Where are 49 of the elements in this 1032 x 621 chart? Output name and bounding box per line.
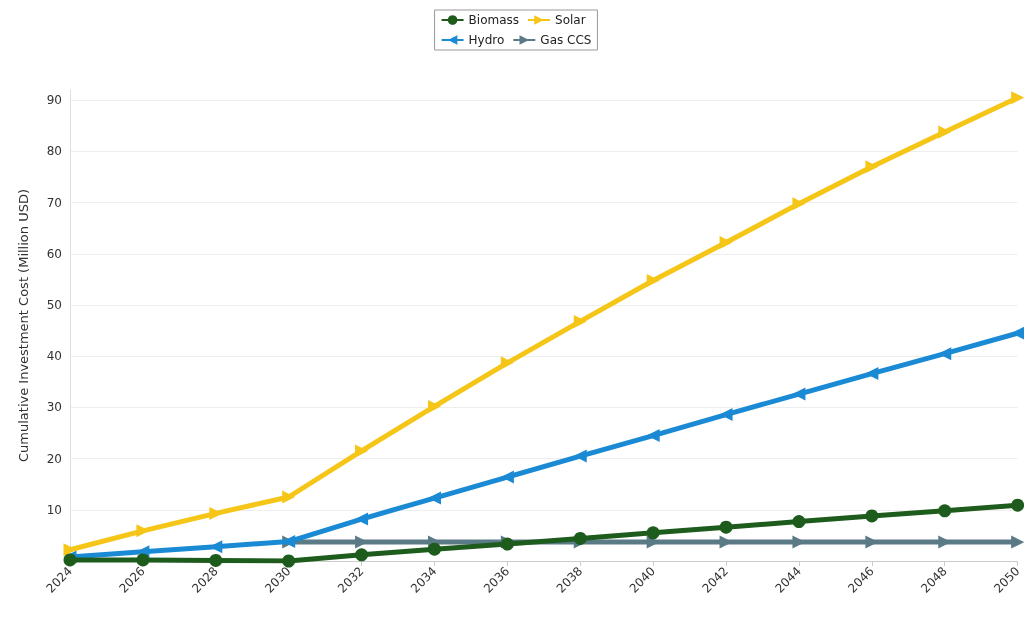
point <box>573 531 587 545</box>
point <box>355 512 369 526</box>
point <box>938 504 952 518</box>
point <box>573 314 587 328</box>
point <box>427 399 441 413</box>
point <box>1011 498 1024 512</box>
point <box>427 491 441 505</box>
point <box>355 548 369 562</box>
legend-label: Hydro <box>468 33 505 47</box>
point <box>938 125 952 139</box>
point <box>938 347 952 361</box>
legend-label: Solar <box>555 13 586 27</box>
point <box>646 429 660 443</box>
y-tick-label: 10 <box>46 502 62 517</box>
point <box>719 408 733 422</box>
point <box>282 490 296 504</box>
point <box>573 449 587 463</box>
point <box>500 470 514 484</box>
y-tick-label: 90 <box>46 93 62 108</box>
y-tick-label: 70 <box>46 195 62 210</box>
y-axis-title: Cumulative Investment Cost (Million USD) <box>16 188 31 463</box>
point <box>792 515 806 529</box>
legend-label: Gas CCS <box>540 33 592 47</box>
point <box>865 509 879 523</box>
y-tick-label: 20 <box>46 451 62 466</box>
point <box>355 444 369 458</box>
point <box>865 367 879 381</box>
point <box>209 506 223 520</box>
point <box>792 197 806 211</box>
y-tick-label: 30 <box>46 400 62 415</box>
point <box>646 526 660 540</box>
point <box>646 273 660 287</box>
y-tick-label: 60 <box>46 246 62 261</box>
point <box>282 554 296 568</box>
point <box>1011 326 1024 340</box>
point <box>427 542 441 556</box>
point <box>719 236 733 250</box>
legend-label: Biomass <box>468 13 520 27</box>
y-tick-label: 40 <box>46 349 62 364</box>
point <box>209 553 223 567</box>
point <box>500 356 514 370</box>
point <box>865 160 879 174</box>
point <box>1011 535 1024 549</box>
point <box>1011 91 1024 105</box>
y-tick-label: 50 <box>46 298 62 313</box>
y-tick-label: 80 <box>46 144 62 159</box>
point <box>719 520 733 534</box>
point <box>792 387 806 401</box>
point <box>136 553 150 567</box>
